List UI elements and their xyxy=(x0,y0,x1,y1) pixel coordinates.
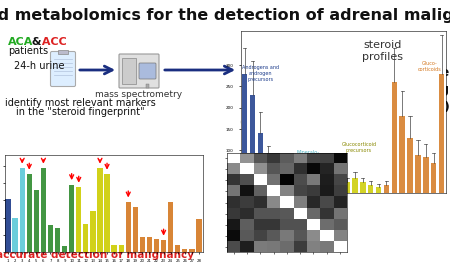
Text: &: & xyxy=(28,37,41,47)
Bar xyxy=(161,240,166,252)
Bar xyxy=(48,225,53,252)
Bar xyxy=(97,168,103,252)
Bar xyxy=(352,178,358,193)
Text: accurate detection of malignancy: accurate detection of malignancy xyxy=(0,250,194,260)
Text: ACA: ACA xyxy=(8,37,33,47)
Bar xyxy=(431,163,436,193)
Bar xyxy=(112,245,117,252)
Bar xyxy=(182,249,188,252)
Bar xyxy=(41,168,46,252)
Bar xyxy=(154,239,159,252)
Bar xyxy=(58,50,68,54)
FancyBboxPatch shape xyxy=(139,63,156,79)
Bar xyxy=(5,199,11,252)
Bar xyxy=(140,237,145,252)
Text: Glucocorticoid
precursors: Glucocorticoid precursors xyxy=(341,142,377,153)
Bar xyxy=(281,178,287,193)
Bar xyxy=(90,211,95,252)
Bar xyxy=(258,133,263,193)
Text: machine
learning
(GMLVQ): machine learning (GMLVQ) xyxy=(390,66,450,113)
Text: mass spectrometry: mass spectrometry xyxy=(95,90,183,99)
Bar xyxy=(196,220,202,252)
Bar xyxy=(368,184,373,193)
Bar xyxy=(392,82,397,193)
Bar xyxy=(415,155,421,193)
Text: 24-h urine: 24-h urine xyxy=(14,61,64,71)
Bar xyxy=(83,224,89,252)
Bar xyxy=(76,187,81,252)
Text: in the "steroid fingerprint": in the "steroid fingerprint" xyxy=(16,107,144,117)
Bar xyxy=(344,183,350,193)
Bar xyxy=(34,190,39,252)
Bar xyxy=(69,185,74,252)
Bar xyxy=(313,184,318,193)
Text: Gluco-
corticoids: Gluco- corticoids xyxy=(418,61,441,72)
Bar xyxy=(289,181,295,193)
Bar xyxy=(126,202,131,252)
FancyBboxPatch shape xyxy=(119,54,159,88)
Bar xyxy=(133,207,138,252)
Bar xyxy=(62,246,67,252)
Bar xyxy=(376,187,381,193)
Text: Mineralo-
corticoids and
MC precursors: Mineralo- corticoids and MC precursors xyxy=(290,150,325,167)
Bar xyxy=(337,184,342,193)
Bar xyxy=(384,184,389,193)
Bar xyxy=(250,95,255,193)
Ellipse shape xyxy=(241,112,269,132)
Bar xyxy=(242,74,248,193)
Bar xyxy=(328,187,334,193)
Bar xyxy=(321,185,326,193)
Bar xyxy=(55,228,60,252)
Bar xyxy=(19,168,25,252)
Bar xyxy=(423,157,428,193)
Bar xyxy=(27,174,32,252)
Bar xyxy=(168,202,173,252)
Bar xyxy=(146,84,149,88)
Text: Androgens and
androgen
precursors: Androgens and androgen precursors xyxy=(242,65,279,82)
Bar xyxy=(104,174,110,252)
Bar xyxy=(122,58,136,84)
Text: Steroid metabolomics for the detection of adrenal malignancy: Steroid metabolomics for the detection o… xyxy=(0,8,450,23)
Bar xyxy=(407,138,413,193)
Bar xyxy=(147,237,152,252)
Bar xyxy=(175,245,180,252)
Text: steroid
profiles: steroid profiles xyxy=(362,40,403,62)
Bar xyxy=(360,183,365,193)
Text: relevance matrix: relevance matrix xyxy=(261,98,349,108)
Bar xyxy=(297,183,302,193)
Bar xyxy=(189,249,194,252)
Text: ACC: ACC xyxy=(38,37,67,47)
Bar xyxy=(400,116,405,193)
Bar xyxy=(439,74,444,193)
Bar xyxy=(266,159,271,193)
Bar xyxy=(274,167,279,193)
FancyBboxPatch shape xyxy=(50,52,76,86)
Text: patients: patients xyxy=(8,46,48,56)
Bar xyxy=(13,218,18,252)
Bar xyxy=(305,184,310,193)
Text: identify most relevant markers: identify most relevant markers xyxy=(4,98,155,108)
Bar xyxy=(118,245,124,252)
